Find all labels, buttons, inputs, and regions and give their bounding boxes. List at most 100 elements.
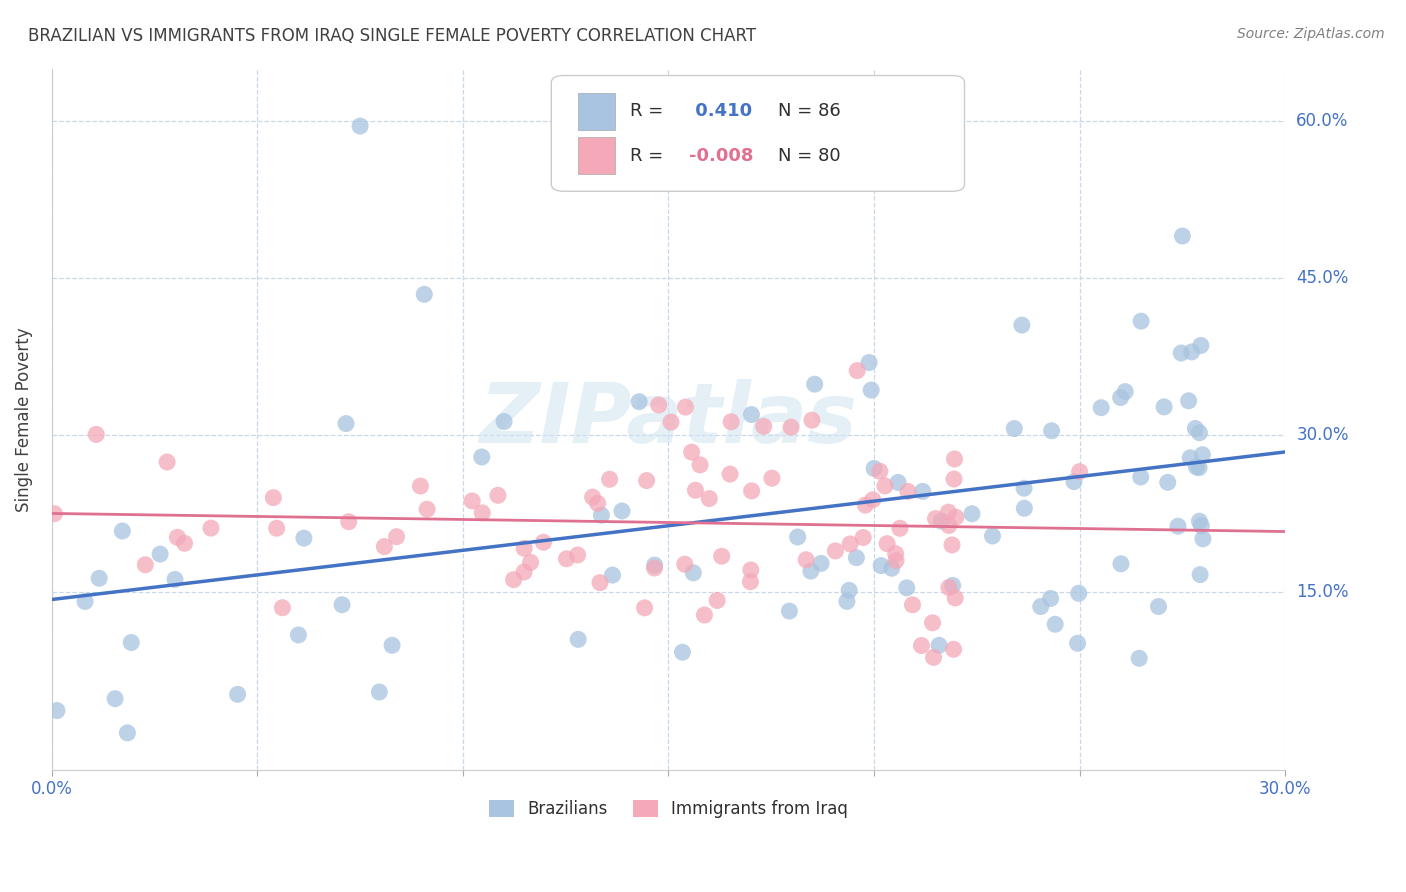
Bar [578, 137, 616, 174]
Point [513, 541, 536, 556]
Point [1090, 401, 1112, 415]
Point [409, 479, 432, 493]
Point [1170, 346, 1192, 360]
Point [1129, 470, 1152, 484]
Point [494, 415, 516, 429]
Point [120, 635, 142, 649]
Point [863, 461, 886, 475]
Bar [578, 93, 616, 129]
Point [156, 455, 179, 469]
FancyBboxPatch shape [551, 76, 965, 191]
Point [1188, 425, 1211, 440]
Point [794, 552, 817, 566]
Point [117, 726, 139, 740]
Point [416, 502, 439, 516]
Point [1147, 599, 1170, 614]
Point [633, 600, 655, 615]
Point [1002, 421, 1025, 435]
Point [675, 400, 697, 414]
Point [628, 394, 651, 409]
Point [922, 650, 945, 665]
Point [1109, 391, 1132, 405]
Point [381, 638, 404, 652]
Point [943, 591, 966, 605]
Text: 15.0%: 15.0% [1296, 583, 1348, 601]
Text: Source: ZipAtlas.com: Source: ZipAtlas.com [1237, 27, 1385, 41]
Y-axis label: Single Female Poverty: Single Female Poverty [15, 327, 32, 512]
Point [928, 639, 950, 653]
Point [942, 578, 965, 592]
Point [858, 355, 880, 369]
Point [1185, 459, 1208, 474]
Point [761, 471, 783, 485]
Point [880, 561, 903, 575]
Point [589, 575, 612, 590]
Point [471, 506, 494, 520]
Point [945, 510, 967, 524]
Point [1191, 448, 1213, 462]
Point [292, 531, 315, 545]
Point [533, 535, 555, 549]
Point [943, 472, 966, 486]
Point [846, 363, 869, 377]
Point [173, 536, 195, 550]
Point [134, 558, 156, 572]
Text: BRAZILIAN VS IMMIGRANTS FROM IRAQ SINGLE FEMALE POVERTY CORRELATION CHART: BRAZILIAN VS IMMIGRANTS FROM IRAQ SINGLE… [28, 27, 756, 45]
Point [803, 377, 825, 392]
Point [896, 581, 918, 595]
Point [149, 547, 172, 561]
Text: 60.0%: 60.0% [1296, 112, 1348, 130]
Point [602, 568, 624, 582]
Point [943, 452, 966, 467]
Point [706, 593, 728, 607]
Point [591, 508, 613, 523]
Point [1184, 421, 1206, 435]
Point [385, 530, 408, 544]
Point [889, 521, 911, 535]
Point [845, 550, 868, 565]
Point [335, 417, 357, 431]
Point [876, 537, 898, 551]
Point [1181, 345, 1204, 359]
Point [44, 507, 66, 521]
Text: R =: R = [630, 146, 669, 164]
Point [1157, 475, 1180, 490]
Point [596, 119, 619, 133]
Point [740, 574, 762, 589]
Point [1067, 586, 1090, 600]
Point [1114, 384, 1136, 399]
Point [486, 488, 509, 502]
Point [685, 483, 707, 498]
Point [111, 524, 134, 538]
Point [1063, 475, 1085, 489]
Point [884, 547, 907, 561]
Point [1040, 424, 1063, 438]
Point [752, 419, 775, 434]
Point [810, 557, 832, 571]
Point [599, 472, 621, 486]
Point [870, 558, 893, 573]
Point [1012, 481, 1035, 495]
Point [644, 558, 666, 572]
Point [740, 563, 762, 577]
Point [200, 521, 222, 535]
Point [1180, 450, 1202, 465]
Point [901, 598, 924, 612]
Point [824, 544, 846, 558]
Point [1128, 651, 1150, 665]
Point [710, 549, 733, 564]
Point [1189, 338, 1212, 352]
Point [786, 530, 808, 544]
Point [942, 642, 965, 657]
Point [84, 427, 107, 442]
Point [648, 398, 671, 412]
Point [924, 511, 946, 525]
Point [1043, 617, 1066, 632]
Point [860, 383, 883, 397]
Point [610, 504, 633, 518]
Point [163, 573, 186, 587]
Point [981, 529, 1004, 543]
Point [368, 685, 391, 699]
Point [821, 161, 844, 175]
Point [586, 496, 609, 510]
